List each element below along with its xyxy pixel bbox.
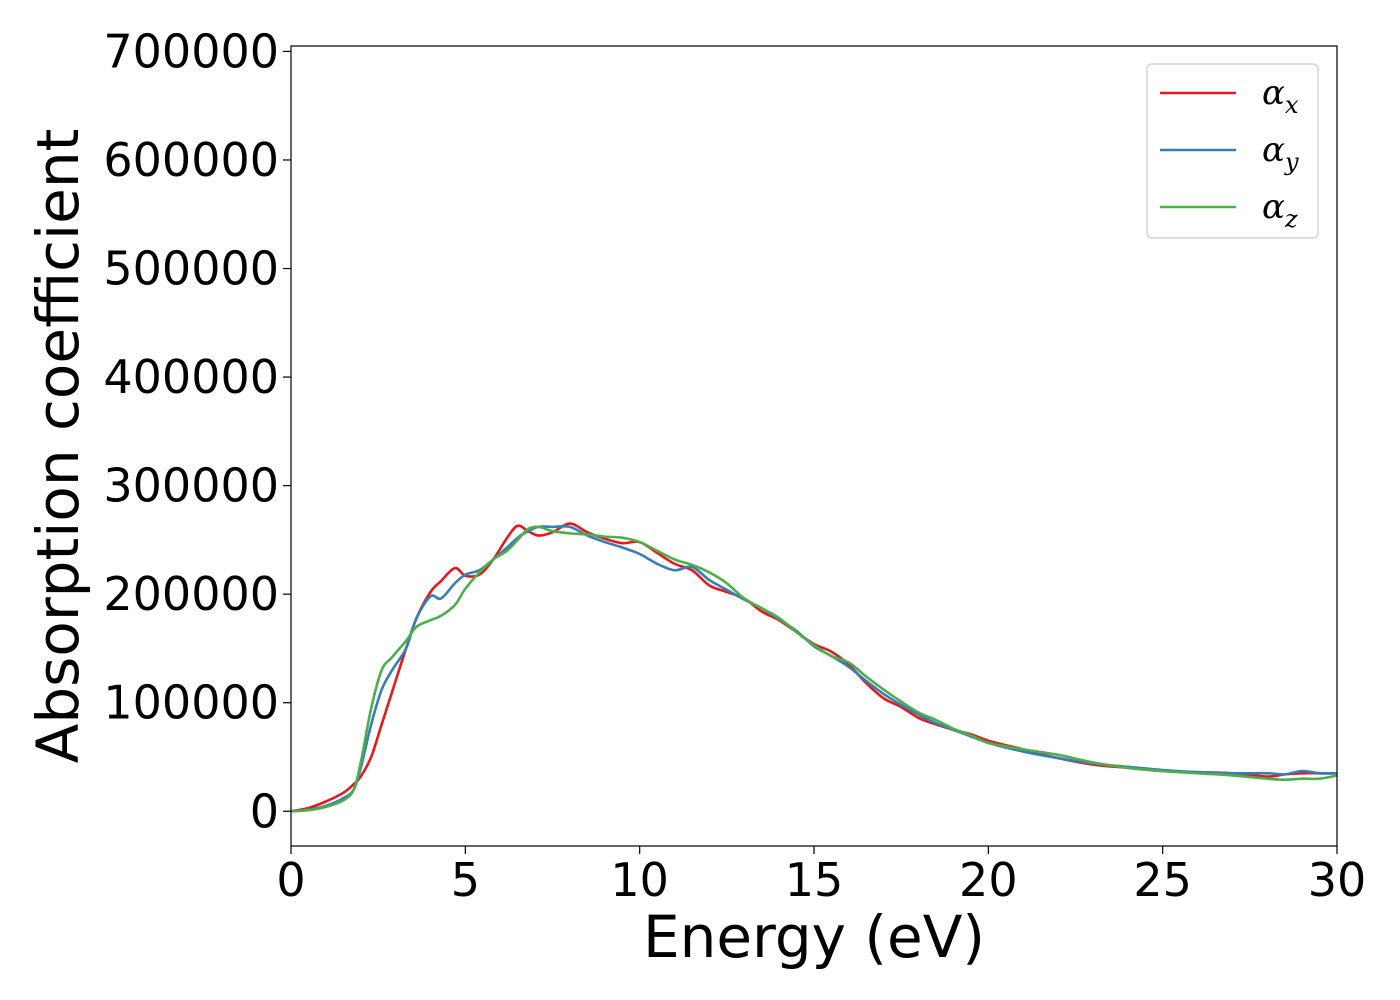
x-tick-label: 10	[610, 853, 669, 907]
series-line-alpha-x	[291, 522, 1337, 813]
y-tick-label: 200000	[103, 567, 279, 621]
x-axis: 0 5 10 15 20 25 30	[276, 846, 1366, 907]
x-tick-label: 20	[959, 853, 1018, 907]
y-tick-label: 500000	[103, 242, 279, 296]
x-tick-label: 0	[276, 853, 305, 907]
x-tick-label: 25	[1133, 853, 1192, 907]
x-tick-label: 15	[785, 853, 844, 907]
y-tick-label: 700000	[103, 24, 279, 78]
legend-label-alpha-y: αy	[1262, 130, 1299, 176]
y-tick-label: 300000	[103, 459, 279, 513]
y-tick-label: 600000	[103, 133, 279, 187]
y-tick-label: 400000	[103, 350, 279, 404]
y-tick-label: 100000	[103, 676, 279, 730]
x-axis-title: Energy (eV)	[643, 903, 985, 971]
legend-label-alpha-x: αx	[1262, 73, 1299, 119]
series-line-alpha-z	[291, 525, 1337, 813]
series-line-alpha-y	[291, 524, 1337, 813]
x-tick-label: 30	[1308, 853, 1367, 907]
y-axis: 0 100000 200000 300000 400000 500000 600000 700…	[103, 24, 291, 838]
y-tick-label: 0	[250, 784, 279, 838]
y-axis-title: Absorption coefficient	[24, 129, 92, 764]
x-tick-label: 5	[451, 853, 480, 907]
series-layer	[291, 522, 1337, 813]
